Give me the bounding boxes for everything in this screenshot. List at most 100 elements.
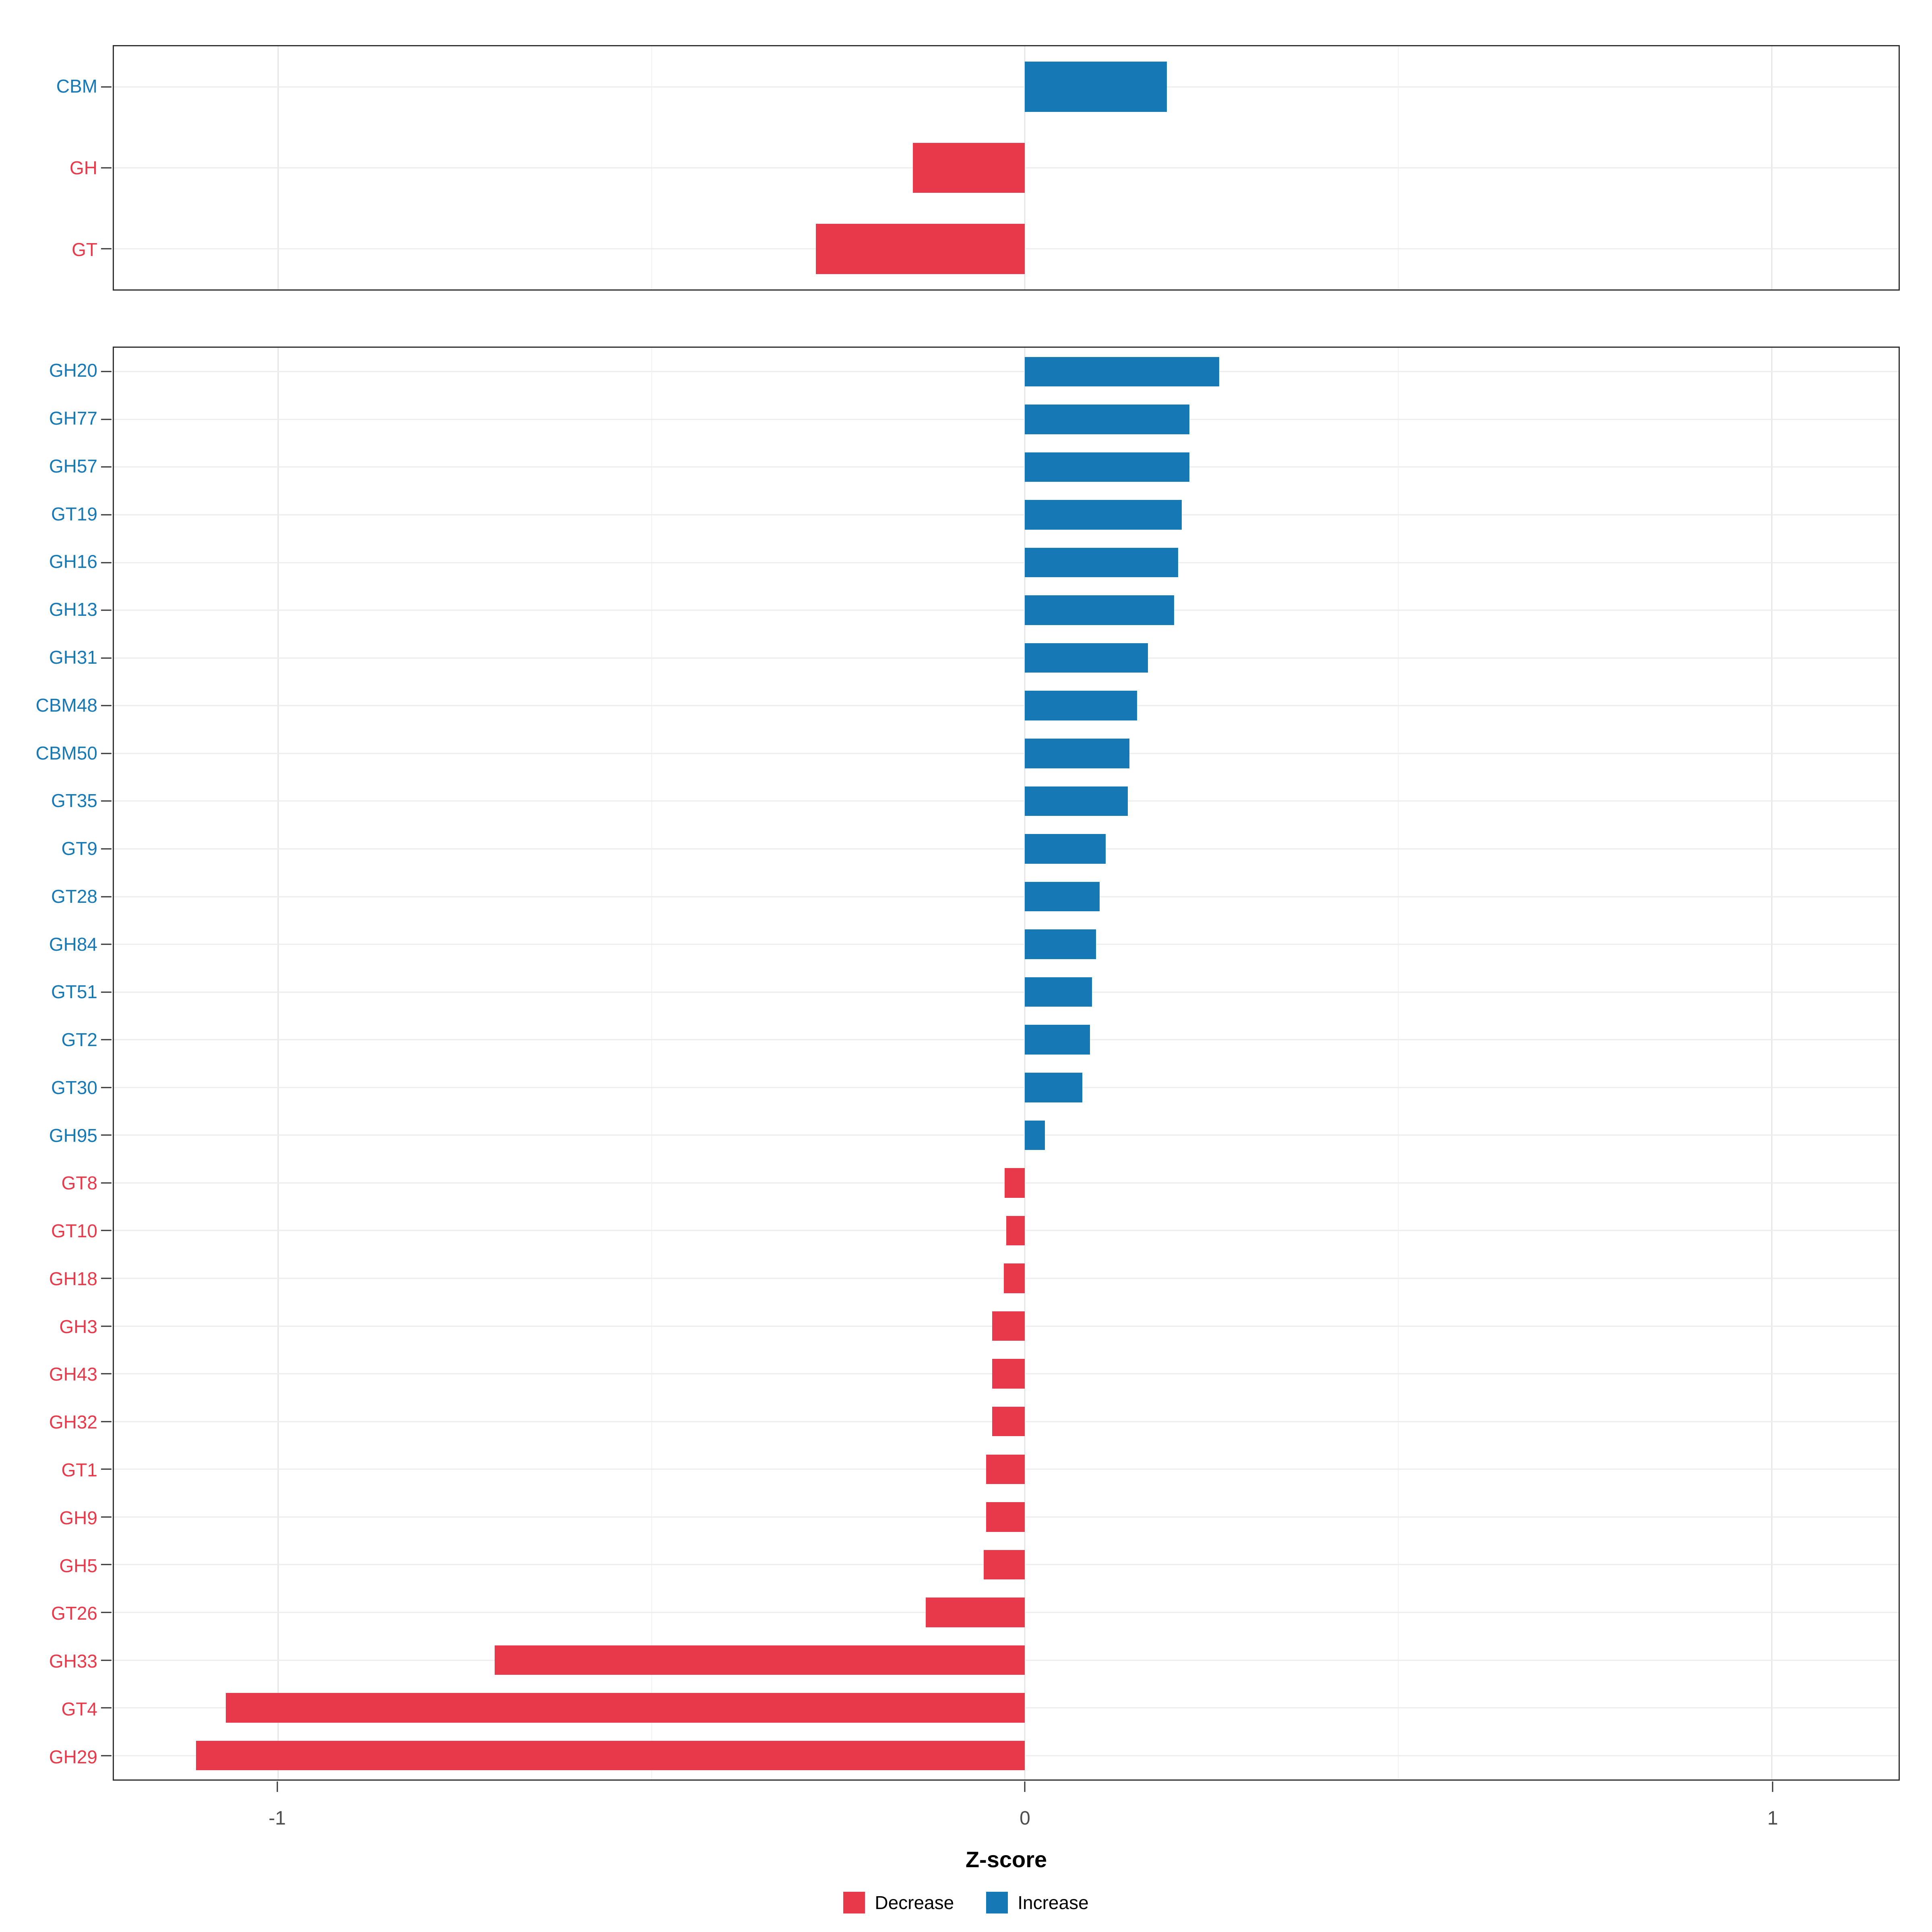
y-label-GH95: GH95	[49, 1125, 97, 1146]
y-axis-tick	[101, 1278, 111, 1279]
y-label-GH77: GH77	[49, 408, 97, 429]
bar-GH43	[992, 1359, 1025, 1389]
row-gridline	[114, 609, 1899, 611]
bar-GT4	[226, 1693, 1025, 1723]
y-label-CBM: CBM	[56, 75, 97, 97]
legend-item-increase: Increase	[986, 1892, 1089, 1913]
y-axis-tick	[101, 371, 111, 372]
y-label-GT: GT	[72, 239, 97, 260]
bar-GH3	[992, 1311, 1025, 1341]
y-label-GT30: GT30	[51, 1077, 97, 1098]
y-label-GH84: GH84	[49, 933, 97, 955]
y-axis-tick	[101, 1325, 111, 1327]
bar-GH	[913, 142, 1025, 193]
bar-GH32	[992, 1406, 1025, 1437]
y-axis-tick	[101, 1134, 111, 1136]
row-gridline	[114, 753, 1899, 754]
bar-CBM48	[1025, 691, 1137, 720]
bar-GT30	[1025, 1073, 1083, 1102]
y-axis-tick	[101, 1612, 111, 1613]
row-gridline	[114, 991, 1899, 993]
y-label-GT1: GT1	[61, 1459, 97, 1480]
bar-GH33	[495, 1645, 1025, 1675]
row-gridline	[114, 1134, 1899, 1136]
x-axis-title: Z-score	[965, 1847, 1047, 1872]
row-gridline	[114, 371, 1899, 372]
y-label-GH57: GH57	[49, 455, 97, 477]
bar-GH77	[1025, 405, 1189, 434]
row-gridline	[114, 86, 1899, 88]
y-axis-tick	[101, 609, 111, 611]
row-gridline	[114, 514, 1899, 516]
legend-label-decrease: Decrease	[875, 1892, 954, 1913]
y-label-GH16: GH16	[49, 551, 97, 572]
y-axis-tick	[101, 1373, 111, 1375]
bar-GH16	[1025, 547, 1178, 578]
y-label-GT8: GT8	[61, 1172, 97, 1194]
row-gridline	[114, 657, 1899, 659]
row-gridline	[114, 848, 1899, 850]
x-tick-label--1: -1	[268, 1808, 286, 1829]
row-gridline	[114, 705, 1899, 706]
y-axis-tick	[101, 86, 111, 88]
y-label-GH9: GH9	[59, 1507, 97, 1528]
y-label-GT4: GT4	[61, 1698, 97, 1719]
y-label-GH20: GH20	[49, 360, 97, 381]
panel-cazyme-classes	[101, 45, 1900, 291]
bar-GH5	[984, 1550, 1025, 1580]
row-gridline	[114, 562, 1899, 564]
y-axis-tick	[101, 419, 111, 420]
bar-GT2	[1025, 1025, 1090, 1055]
y-label-GT2: GT2	[61, 1029, 97, 1051]
bar-GH57	[1025, 452, 1189, 482]
y-axis-tick	[101, 943, 111, 945]
y-label-GT9: GT9	[61, 838, 97, 859]
minor-gridline	[1397, 348, 1399, 1779]
bar-CBM	[1025, 62, 1167, 112]
y-axis-tick	[101, 1755, 111, 1757]
y-label-GH5: GH5	[59, 1555, 97, 1576]
minor-gridline	[651, 348, 652, 1779]
y-label-GT19: GT19	[51, 503, 97, 524]
y-label-GH32: GH32	[49, 1412, 97, 1433]
y-axis-tick	[101, 1707, 111, 1709]
bar-GH18	[1004, 1263, 1025, 1293]
x-tick-label-0: 0	[1020, 1808, 1030, 1829]
row-gridline	[114, 896, 1899, 898]
y-label-GH43: GH43	[49, 1364, 97, 1385]
y-axis-tick	[101, 991, 111, 993]
legend: Decrease Increase	[0, 1892, 1932, 1913]
row-gridline	[114, 419, 1899, 420]
y-axis-tick	[101, 514, 111, 516]
x-axis-tick	[1772, 1781, 1773, 1792]
bar-GH20	[1025, 357, 1219, 387]
y-axis-tick	[101, 1468, 111, 1470]
major-gridline	[277, 348, 279, 1779]
y-axis-tick	[101, 657, 111, 659]
bar-GH29	[196, 1740, 1025, 1771]
bar-GH84	[1025, 929, 1096, 959]
row-gridline	[114, 943, 1899, 945]
panel-cazyme-families	[101, 347, 1900, 1781]
y-axis-tick	[101, 1230, 111, 1231]
y-axis-tick	[101, 466, 111, 468]
bar-GT9	[1025, 834, 1106, 864]
legend-item-decrease: Decrease	[843, 1892, 954, 1913]
bar-GT10	[1006, 1216, 1025, 1246]
y-axis-tick	[101, 248, 111, 250]
y-label-GH33: GH33	[49, 1651, 97, 1672]
y-axis-tick	[101, 1087, 111, 1088]
major-gridline	[1024, 348, 1026, 1779]
y-label-GH29: GH29	[49, 1746, 97, 1767]
y-label-GH18: GH18	[49, 1268, 97, 1289]
y-axis-tick	[101, 167, 111, 169]
bar-GT1	[986, 1454, 1025, 1484]
y-label-GT28: GT28	[51, 886, 97, 907]
bar-CBM50	[1025, 739, 1130, 768]
y-label-GH3: GH3	[59, 1316, 97, 1337]
bar-GH95	[1025, 1120, 1045, 1150]
bar-GT26	[925, 1598, 1025, 1627]
y-label-GT35: GT35	[51, 790, 97, 811]
y-label-GT51: GT51	[51, 981, 97, 1003]
